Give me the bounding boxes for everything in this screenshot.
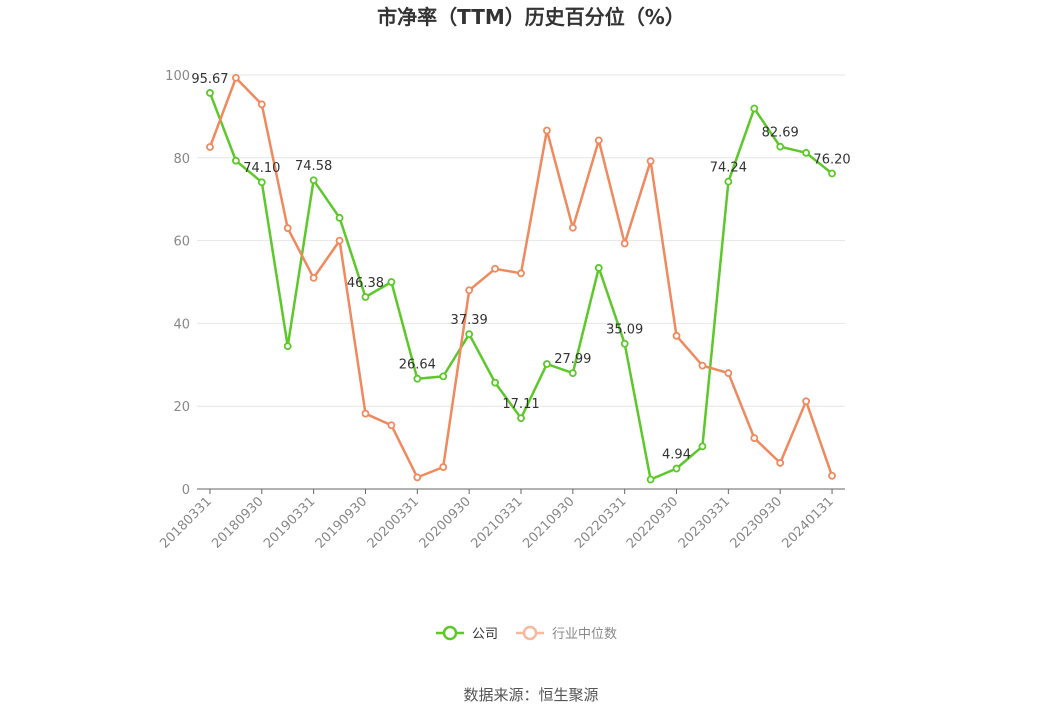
data-point[interactable]	[465, 330, 474, 339]
data-point[interactable]	[335, 213, 344, 222]
x-tick-label: 20230331	[676, 494, 733, 551]
data-point[interactable]	[698, 442, 707, 451]
data-point[interactable]	[802, 397, 811, 406]
data-point[interactable]	[309, 176, 318, 185]
data-point[interactable]	[309, 273, 318, 282]
x-tick-label: 20220331	[572, 494, 629, 551]
data-label: 74.58	[295, 159, 332, 174]
x-tick-label: 20230930	[728, 494, 785, 551]
data-point[interactable]	[491, 264, 499, 273]
y-tick-label: 20	[173, 400, 190, 415]
x-tick-label: 20190930	[313, 494, 370, 551]
data-point[interactable]	[283, 342, 292, 351]
data-point[interactable]	[257, 100, 266, 109]
y-tick-label: 100	[165, 69, 190, 84]
data-point[interactable]	[620, 339, 629, 348]
legend-item-1[interactable]: 行业中位数	[516, 625, 617, 642]
data-point[interactable]	[439, 372, 448, 381]
data-label: 74.10	[243, 161, 280, 176]
data-label: 27.99	[554, 352, 591, 367]
y-tick-label: 80	[173, 152, 190, 167]
data-point[interactable]	[413, 374, 422, 383]
y-tick-label: 0	[182, 483, 190, 498]
x-tick-label: 20200930	[417, 494, 474, 551]
data-point[interactable]	[465, 286, 474, 295]
data-label: 37.39	[451, 313, 488, 328]
data-label: 35.09	[606, 323, 643, 338]
data-label: 46.38	[347, 276, 384, 291]
chart-title: 市净率（TTM）历史百分位（%）	[377, 5, 685, 29]
data-point[interactable]	[517, 269, 525, 278]
series-layer	[206, 73, 836, 484]
legend-label: 公司	[472, 627, 498, 642]
legend-label: 行业中位数	[552, 627, 617, 642]
data-label: 76.20	[813, 153, 850, 168]
data-point[interactable]	[439, 463, 448, 471]
source-note: 数据来源：恒生聚源	[463, 686, 598, 704]
data-point[interactable]	[543, 126, 551, 135]
data-point[interactable]	[750, 104, 759, 113]
x-tick-label: 20180331	[157, 494, 214, 551]
data-point[interactable]	[698, 361, 707, 370]
legend-marker	[442, 625, 458, 641]
data-label: 95.67	[191, 72, 228, 87]
data-point[interactable]	[543, 360, 551, 368]
data-point[interactable]	[672, 331, 681, 340]
data-point[interactable]	[206, 89, 214, 97]
legend-marker	[522, 625, 538, 641]
data-point[interactable]	[361, 293, 370, 301]
data-label: 17.11	[502, 397, 539, 412]
data-point[interactable]	[594, 264, 603, 272]
x-tick-label: 20200331	[365, 494, 422, 551]
data-point[interactable]	[206, 143, 214, 151]
data-point[interactable]	[724, 369, 733, 377]
data-point[interactable]	[361, 409, 370, 418]
y-tick-label: 60	[173, 235, 190, 250]
data-point[interactable]	[517, 414, 525, 423]
data-point[interactable]	[724, 177, 733, 186]
x-tick-label: 20240131	[779, 494, 836, 551]
x-tick-label: 20180930	[209, 494, 266, 551]
data-point[interactable]	[802, 148, 811, 157]
x-tick-label: 20190331	[261, 494, 318, 551]
data-point[interactable]	[594, 136, 603, 145]
x-tick-label: 20210930	[520, 494, 577, 551]
data-point[interactable]	[646, 157, 655, 166]
legend[interactable]: 公司 行业中位数	[436, 625, 617, 642]
data-point[interactable]	[387, 421, 396, 430]
data-point[interactable]	[491, 378, 499, 387]
data-point[interactable]	[646, 475, 655, 484]
data-point[interactable]	[231, 156, 240, 165]
data-point[interactable]	[231, 73, 240, 82]
data-point[interactable]	[620, 239, 629, 248]
data-point[interactable]	[335, 236, 344, 245]
x-tick-label: 20220930	[624, 494, 681, 551]
data-point[interactable]	[283, 224, 292, 233]
data-label: 74.24	[710, 161, 747, 176]
legend-item-0[interactable]: 公司	[436, 625, 498, 642]
x-tick-label: 20210331	[468, 494, 525, 551]
data-point[interactable]	[568, 369, 577, 378]
data-label: 4.94	[662, 448, 691, 463]
data-point[interactable]	[750, 434, 759, 442]
data-point[interactable]	[568, 223, 577, 232]
data-point[interactable]	[828, 169, 836, 178]
data-point[interactable]	[776, 142, 785, 151]
y-tick-label: 40	[173, 317, 190, 332]
data-point[interactable]	[672, 464, 681, 473]
data-label: 26.64	[399, 358, 436, 373]
data-labels: 95.67 74.10 74.58 46.38 26.64 37.39 17.11 27.99…	[191, 72, 850, 463]
data-point[interactable]	[413, 473, 422, 482]
data-point[interactable]	[257, 178, 266, 187]
data-point[interactable]	[828, 471, 836, 480]
data-point[interactable]	[776, 459, 785, 467]
data-point[interactable]	[387, 278, 396, 286]
data-label: 82.69	[762, 126, 799, 141]
